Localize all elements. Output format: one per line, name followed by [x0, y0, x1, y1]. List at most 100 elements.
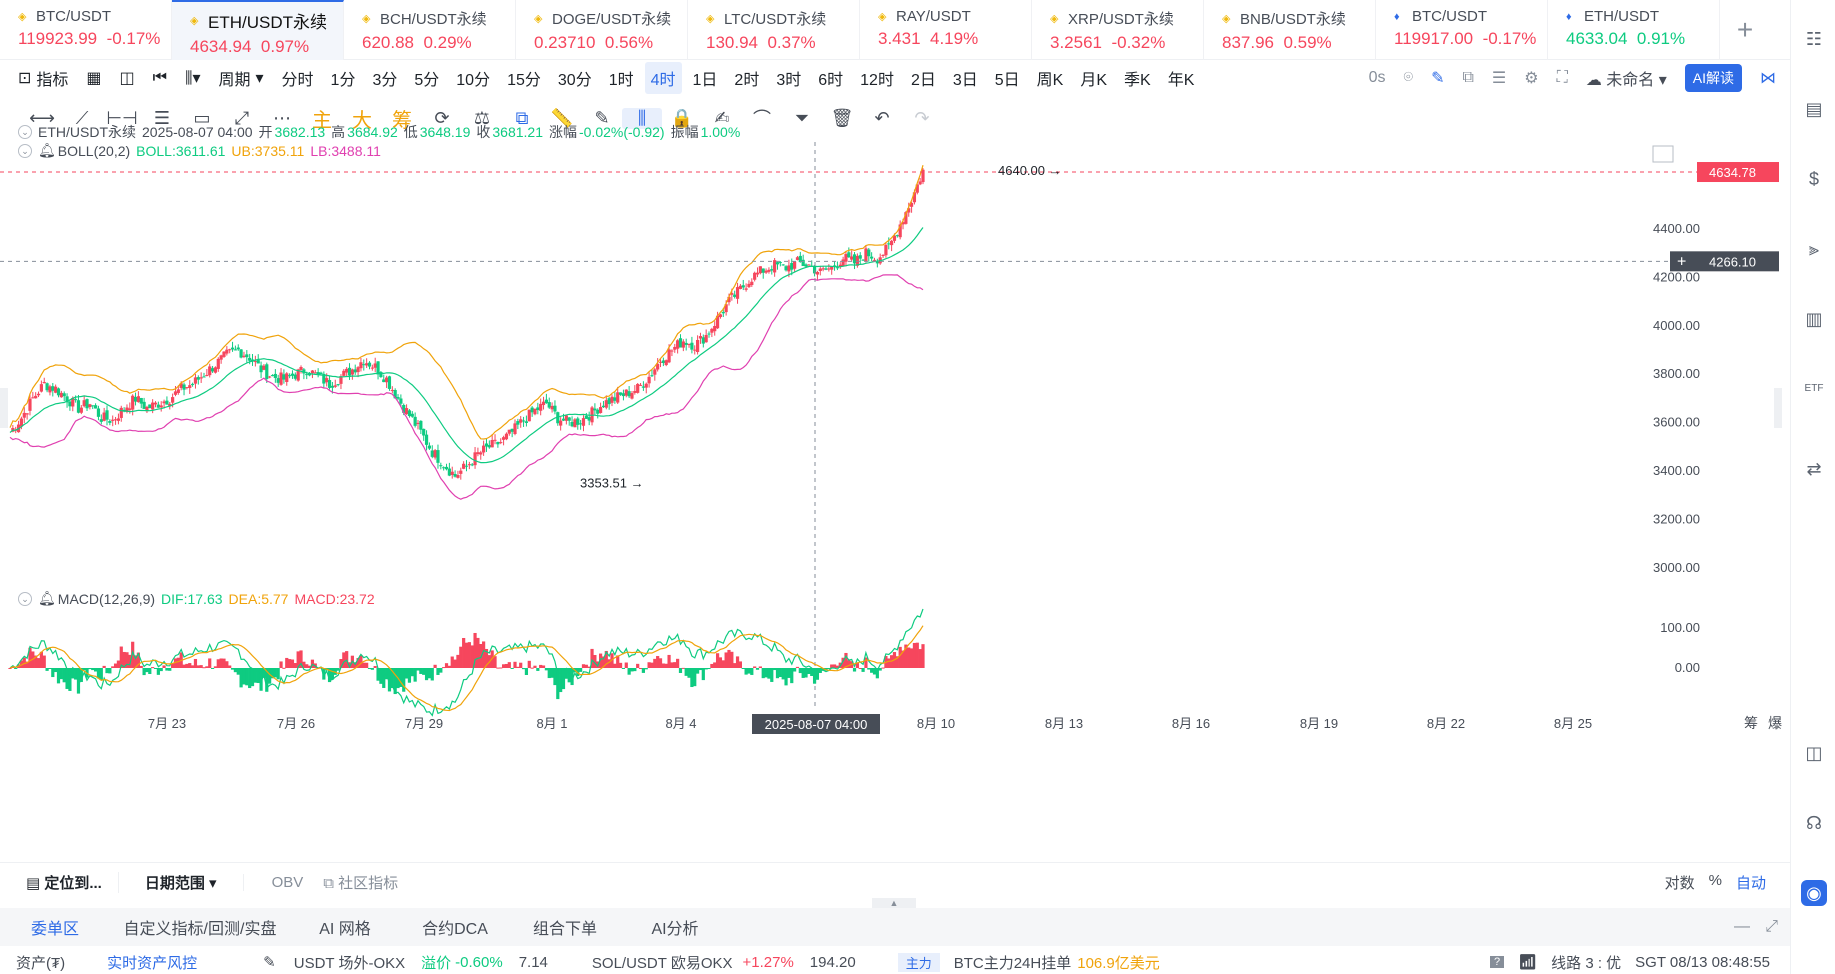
collapse-icon[interactable]: ⌄ — [18, 143, 32, 158]
candle-type-icon[interactable]: ⫼▾ — [185, 70, 201, 87]
layout-icon[interactable]: ◫ — [119, 70, 135, 87]
copy-icon[interactable]: ⧉ — [515, 107, 529, 128]
sync-icon[interactable]: ⟳ — [434, 107, 450, 128]
period-option[interactable]: 15分 — [507, 72, 541, 89]
magnet-icon[interactable]: ⌒ — [753, 109, 771, 129]
candles-icon[interactable]: ⫼ — [622, 107, 662, 129]
pen-icon[interactable]: ✎ — [263, 954, 276, 971]
period-option[interactable]: 2时 — [734, 72, 760, 89]
locate-button[interactable]: ▤ 定位到... — [26, 875, 102, 892]
ruler-icon[interactable]: 📏 — [550, 107, 574, 128]
chip-toggle[interactable]: 筹 — [392, 109, 412, 132]
bottom-tab[interactable]: 自定义指标/回测/实盘 — [123, 921, 277, 938]
pen-icon[interactable]: ✎ — [1431, 70, 1445, 87]
community-indicator-button[interactable]: ⧉ 社区指标 — [323, 875, 399, 892]
minimize-icon[interactable]: — — [1734, 918, 1750, 935]
fullscreen-icon[interactable]: ⛶ — [1556, 69, 1568, 86]
share-icon[interactable]: ⋈ — [1760, 70, 1776, 87]
period-option[interactable]: 5日 — [994, 72, 1020, 89]
ticker-tab[interactable]: ◈ BTC/USDT 119923.99 -0.17% — [0, 0, 172, 60]
add-ticker-button[interactable]: + — [1736, 14, 1754, 45]
measure-icon[interactable]: ⚖ — [473, 107, 491, 128]
collapse-icon[interactable]: ⌄ — [18, 591, 32, 606]
orderbook-icon[interactable]: ▤ — [1805, 99, 1823, 119]
ticker-tab[interactable]: ♦ ETH/USDT 4633.04 0.91% — [1548, 0, 1720, 60]
ticker-tab[interactable]: ◈ XRP/USDT永续 3.2561 -0.32% — [1032, 0, 1204, 60]
auto-scale-toggle[interactable]: 自动 — [1735, 875, 1766, 892]
log-scale-toggle[interactable]: 对数 — [1664, 875, 1695, 892]
collapse-icon[interactable]: ⌄ — [18, 125, 32, 139]
period-option[interactable]: 10分 — [456, 72, 491, 89]
expand-icon[interactable]: ⤢ — [1765, 918, 1778, 935]
collapse-panel-handle[interactable]: ▲ — [872, 898, 916, 908]
period-option[interactable]: 6时 — [818, 72, 844, 89]
period-dropdown[interactable]: 周期 ▾ — [218, 66, 263, 90]
bottom-tab[interactable]: 合约DCA — [422, 921, 488, 938]
replay-icon[interactable]: ⏮ — [152, 69, 168, 86]
big-order-toggle[interactable]: 大 — [352, 109, 372, 132]
ticker-tab[interactable]: ◈ BNB/USDT永续 837.96 0.59% — [1204, 0, 1376, 60]
period-option[interactable]: 1分 — [330, 72, 356, 89]
list-icon[interactable]: ☰ — [1491, 70, 1507, 87]
chart-area[interactable]: 4800.00 4400.00 4200.00 4000.00 3800.00 3600.… — [0, 118, 1790, 862]
period-option[interactable]: 年K — [1167, 72, 1195, 89]
fib-icon[interactable]: ⤢ — [234, 107, 250, 128]
settings-icon[interactable]: ⚙ — [1524, 70, 1539, 87]
help-icon[interactable]: ? — [1489, 956, 1505, 968]
watchlist-icon[interactable]: ☷ — [1805, 29, 1823, 49]
obv-button[interactable]: OBV — [242, 874, 324, 891]
period-option[interactable]: 5分 — [414, 72, 440, 89]
window-icon[interactable]: ⧉ — [1462, 69, 1474, 86]
depth-chart-icon[interactable]: ⫸ — [1808, 239, 1820, 259]
horizontal-line-icon[interactable]: ⟷ — [29, 107, 55, 128]
period-option[interactable]: 分时 — [281, 72, 314, 89]
exchange-icon[interactable]: ⇄ — [1806, 459, 1822, 479]
period-option[interactable]: 周K — [1036, 72, 1064, 89]
layout-name-dropdown[interactable]: ☁ 未命名 ▾ — [1585, 72, 1667, 89]
bar-chart-icon[interactable]: ▥ — [1805, 309, 1823, 329]
ai-analysis-button[interactable]: AI解读 — [1684, 64, 1742, 92]
period-option[interactable]: 4时 — [644, 62, 682, 94]
range-icon[interactable]: ⊢⊣ — [106, 107, 138, 128]
ticker-tab[interactable]: ◈ ETH/USDT永续 4634.94 0.97% — [172, 0, 344, 60]
ticker-tab[interactable]: ◈ DOGE/USDT永续 0.23710 0.56% — [516, 0, 688, 60]
period-option[interactable]: 12时 — [860, 72, 894, 89]
main-chart-toggle[interactable]: 主 — [312, 109, 332, 132]
layout-panel-icon[interactable]: ◫ — [1805, 743, 1823, 763]
note-icon[interactable]: ✍ — [714, 107, 730, 128]
bell-icon[interactable]: 🔔︎ — [38, 142, 56, 158]
bottom-tab[interactable]: AI分析 — [651, 921, 699, 938]
period-option[interactable]: 30分 — [557, 72, 592, 89]
dollar-doc-icon[interactable]: $ — [1808, 169, 1819, 189]
lock-icon[interactable]: 🔒 — [670, 107, 694, 128]
etf-icon[interactable]: ETF — [1804, 383, 1824, 394]
trash-icon[interactable]: 🗑 — [830, 107, 854, 128]
filter-icon[interactable]: ⏷ — [794, 107, 810, 128]
bottom-tab[interactable]: AI 网格 — [319, 921, 371, 938]
candlestick-chart[interactable]: 4800.00 4400.00 4200.00 4000.00 3800.00 3600.… — [0, 118, 1790, 862]
period-option[interactable]: 月K — [1080, 72, 1108, 89]
undo-icon[interactable]: ↶ — [874, 107, 890, 128]
percent-toggle[interactable]: % — [1708, 872, 1722, 889]
indicator-button[interactable]: ⊡ 指标 — [18, 66, 68, 90]
ticker-tab[interactable]: ◈ RAY/USDT 3.431 4.19% — [860, 0, 1032, 60]
camera-icon[interactable]: ⌾ — [1403, 69, 1414, 86]
bottom-tab[interactable]: 组合下单 — [532, 921, 597, 938]
trend-line-icon[interactable]: ⟋ — [75, 107, 89, 128]
period-option[interactable]: 季K — [1124, 72, 1151, 89]
date-range-dropdown[interactable]: 日期范围 ▾ — [117, 872, 243, 893]
ticker-tab[interactable]: ◈ LTC/USDT永续 130.94 0.37% — [688, 0, 860, 60]
rectangle-icon[interactable]: ▭ — [193, 107, 211, 128]
bottom-tab[interactable]: 委单区 — [30, 921, 79, 938]
brush-icon[interactable]: ✎ — [594, 107, 610, 128]
ticker-tab[interactable]: ♦ BTC/USDT 119917.00 -0.17% — [1376, 0, 1548, 60]
redo-icon[interactable]: ↷ — [914, 107, 930, 128]
parallel-lines-icon[interactable]: ☰ — [153, 107, 171, 128]
line-status[interactable]: 线路 3 : 优 — [1551, 954, 1622, 972]
bell-icon[interactable]: 🔔︎ — [38, 590, 56, 606]
headset-icon[interactable]: ☊ — [1806, 813, 1822, 833]
calendar-icon[interactable]: ▦ — [86, 70, 102, 87]
period-option[interactable]: 2日 — [910, 72, 936, 89]
ticker-tab[interactable]: ◈ BCH/USDT永续 620.88 0.29% — [344, 0, 516, 60]
more-tools-icon[interactable]: ⋯ — [273, 107, 291, 128]
